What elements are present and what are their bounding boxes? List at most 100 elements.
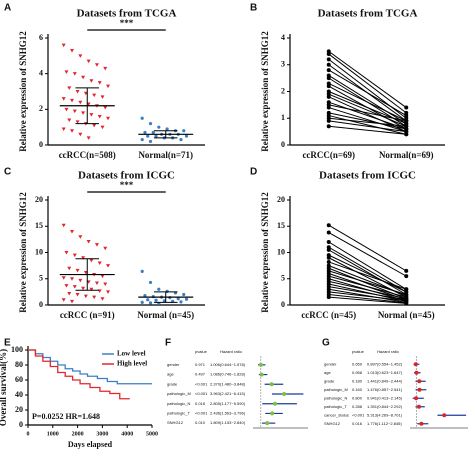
point	[75, 120, 80, 124]
point	[140, 300, 144, 304]
significance: ***	[120, 180, 134, 190]
point	[100, 297, 105, 301]
y-tick-label: 0	[39, 300, 43, 309]
p-value: 0.018	[195, 401, 206, 406]
point	[326, 84, 331, 89]
y-tick-label: 1	[281, 113, 285, 122]
point	[326, 94, 331, 99]
point	[151, 130, 155, 135]
point	[92, 123, 97, 128]
survival-curve	[28, 349, 130, 400]
point	[89, 113, 94, 117]
hazard-ratio: 1.013(0.623~1.647)	[367, 370, 403, 375]
panel-letter: D	[250, 167, 257, 178]
row-label: pathologic_M	[324, 387, 348, 392]
column-header: Hazard ratio	[220, 349, 243, 354]
x-tick-label: Normal(n=71)	[138, 150, 193, 160]
point	[81, 286, 86, 291]
hazard-point	[259, 372, 264, 377]
hazard-point	[417, 387, 422, 392]
point	[64, 284, 69, 288]
point	[103, 282, 108, 286]
survival-curve	[28, 349, 153, 385]
x-tick-label: Normal (n=45)	[137, 310, 194, 320]
point	[86, 59, 91, 64]
y-tick-label: 0	[281, 300, 285, 309]
pair-line	[328, 50, 407, 108]
point	[70, 230, 75, 234]
x-tick-label: ccRCC (n=45)	[301, 310, 356, 320]
y-tick-label: 0	[19, 420, 23, 429]
point	[326, 62, 331, 67]
point	[78, 54, 83, 58]
point	[61, 298, 66, 302]
pair-line	[328, 93, 407, 127]
row-label: gender	[167, 362, 180, 367]
point	[106, 264, 111, 268]
point	[184, 297, 189, 301]
hazard-ratio: 2.370(1.480~3.848)	[210, 381, 246, 386]
panel-letter: B	[250, 3, 257, 14]
p-value: <0.001	[195, 391, 208, 396]
panel-letter: C	[4, 167, 11, 178]
p-value: <0.001	[195, 381, 208, 386]
point	[94, 281, 99, 285]
point	[64, 251, 69, 255]
hazard-ratio: 1.809(1.153~2.840)	[210, 420, 246, 425]
y-tick-label: 20	[277, 195, 285, 204]
x-axis-label: Days elapsed	[68, 440, 113, 449]
point	[326, 57, 331, 62]
p-value: 0.971	[195, 362, 206, 367]
point	[154, 298, 158, 302]
pair-line	[328, 249, 407, 295]
point	[326, 118, 331, 123]
pair-line	[328, 69, 407, 117]
point	[78, 235, 83, 239]
hazard-point	[414, 396, 419, 401]
pair-line	[328, 53, 407, 114]
point	[64, 70, 69, 74]
x-tick-label: 0	[27, 431, 30, 437]
point	[100, 125, 105, 130]
pair-line	[328, 112, 407, 130]
y-tick-label: 60	[15, 375, 23, 384]
point	[78, 278, 83, 283]
point	[326, 255, 331, 260]
point	[61, 43, 66, 48]
point	[143, 130, 147, 135]
point	[97, 261, 102, 265]
y-tick-label: 0	[39, 140, 43, 149]
x-tick-label: ccRCC(n=69)	[302, 150, 355, 160]
point	[72, 72, 77, 76]
y-tick-label: 100	[11, 345, 23, 354]
point	[70, 48, 75, 53]
y-tick-label: 15	[35, 221, 43, 230]
point	[61, 97, 66, 101]
hazard-ratio: 0.897(0.554~1.452)	[367, 361, 403, 366]
pair-line	[328, 280, 407, 300]
point	[157, 287, 161, 291]
point	[67, 86, 72, 90]
hazard-point	[258, 362, 263, 367]
point	[75, 293, 80, 297]
chart-title: Datasets from TCGA	[318, 8, 418, 20]
point	[404, 124, 409, 129]
point	[72, 109, 77, 114]
point	[103, 106, 108, 110]
point	[89, 258, 94, 263]
hazard-ratio: 1.006(0.644~1.578)	[210, 362, 246, 367]
y-tick-label: 10	[35, 247, 43, 256]
hazard-point	[442, 413, 447, 418]
y-tick-label: 0	[281, 140, 285, 149]
point	[67, 291, 72, 296]
row-label: gender	[324, 361, 337, 366]
p-value: 0.160	[352, 387, 363, 392]
point	[326, 247, 331, 252]
point	[404, 118, 409, 123]
pair-line	[328, 117, 407, 127]
pair-line	[328, 224, 407, 272]
point	[165, 127, 169, 131]
y-tick-label: 20	[15, 405, 23, 414]
point	[148, 280, 153, 285]
hazard-point	[417, 379, 422, 384]
